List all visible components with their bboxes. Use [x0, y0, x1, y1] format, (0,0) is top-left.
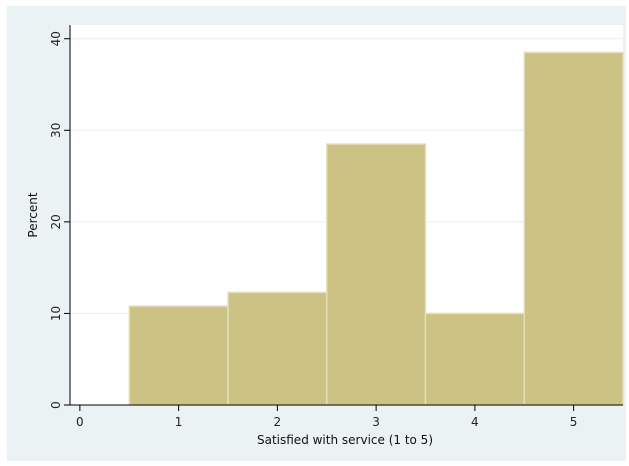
y-tick-label-0: 0: [49, 401, 63, 409]
y-tick-label-20: 20: [49, 214, 63, 229]
bar-5: [523, 51, 624, 406]
bar-1: [128, 305, 229, 406]
y-tick-label-30: 30: [49, 123, 63, 138]
bar-4: [424, 312, 525, 406]
x-axis-ticks: 0 1 2 3 4 5: [76, 405, 577, 429]
x-tick-label-4: 4: [471, 415, 479, 429]
x-tick-label-3: 3: [372, 415, 380, 429]
x-tick-label-5: 5: [570, 415, 578, 429]
y-axis-ticks: 0 10 20 30 40: [49, 31, 70, 409]
y-axis-title: Percent: [26, 192, 40, 237]
x-axis-title: Satisfied with service (1 to 5): [257, 433, 433, 447]
bar-2: [227, 291, 328, 406]
bar-3: [326, 143, 427, 406]
x-tick-label-0: 0: [76, 415, 84, 429]
x-tick-label-2: 2: [274, 415, 282, 429]
y-tick-label-40: 40: [49, 31, 63, 46]
y-tick-label-10: 10: [49, 306, 63, 321]
x-tick-label-1: 1: [175, 415, 183, 429]
